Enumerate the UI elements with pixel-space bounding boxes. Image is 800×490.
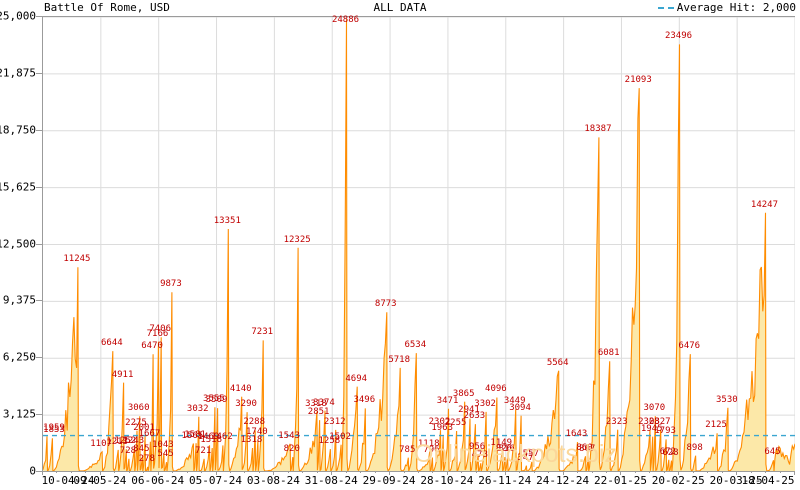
grid-lines [43, 17, 795, 472]
x-tick-label: 28-10-24 [420, 474, 474, 487]
chart-legend: Average Hit: 2,000 [657, 1, 796, 14]
y-tick-label: 9,375 [2, 293, 36, 307]
y-axis: 0 3,125 6,250 9,375 12,500 15,625 18,750 21,875… [0, 10, 40, 478]
x-tick-label: 20-02-25 [651, 474, 705, 487]
y-tick-label: 25,000 [0, 9, 36, 23]
y-tick-label: 3,125 [2, 407, 36, 421]
x-axis: 10-04-24 09-05-24 06-06-24 05-07-24 03-08-24… [41, 471, 795, 490]
x-tick-label: 06-06-24 [131, 474, 185, 487]
x-tick-label: 20-03-25 [709, 474, 763, 487]
y-tick-label: 0 [29, 464, 36, 478]
x-tick-label: 09-05-24 [73, 474, 127, 487]
x-tick-label: 24-12-24 [536, 474, 590, 487]
chart-subtitle: ALL DATA [373, 1, 427, 14]
x-tick-label: 29-09-24 [362, 474, 416, 487]
average-hit-line [43, 434, 795, 437]
chart-title: Battle Of Rome, USD [44, 1, 170, 14]
x-tick-label: 26-11-24 [478, 474, 532, 487]
plot-area [42, 16, 795, 472]
x-tick-label: 18-04-25 [741, 474, 795, 487]
x-axis-ticks [42, 471, 795, 476]
x-tick-label: 10-04-24 [41, 474, 95, 487]
y-axis-ticks [36, 16, 42, 472]
y-tick-label: 6,250 [2, 350, 36, 364]
y-tick-label: 12,500 [0, 237, 36, 250]
x-tick-label: 22-01-25 [593, 474, 647, 487]
x-tick-label: 31-08-24 [304, 474, 358, 487]
x-tick-label: 03-08-24 [246, 474, 300, 487]
legend-label: Average Hit: 2,000 [676, 1, 796, 14]
y-tick-label: 21,875 [0, 66, 36, 80]
x-tick-label: 05-07-24 [189, 474, 243, 487]
data-series-area [43, 19, 795, 472]
y-tick-label: 18,750 [0, 123, 36, 137]
y-tick-label: 15,625 [0, 180, 36, 194]
average-line-swatch [657, 6, 674, 9]
watermark: Onlinejackpots.biz [414, 440, 617, 468]
